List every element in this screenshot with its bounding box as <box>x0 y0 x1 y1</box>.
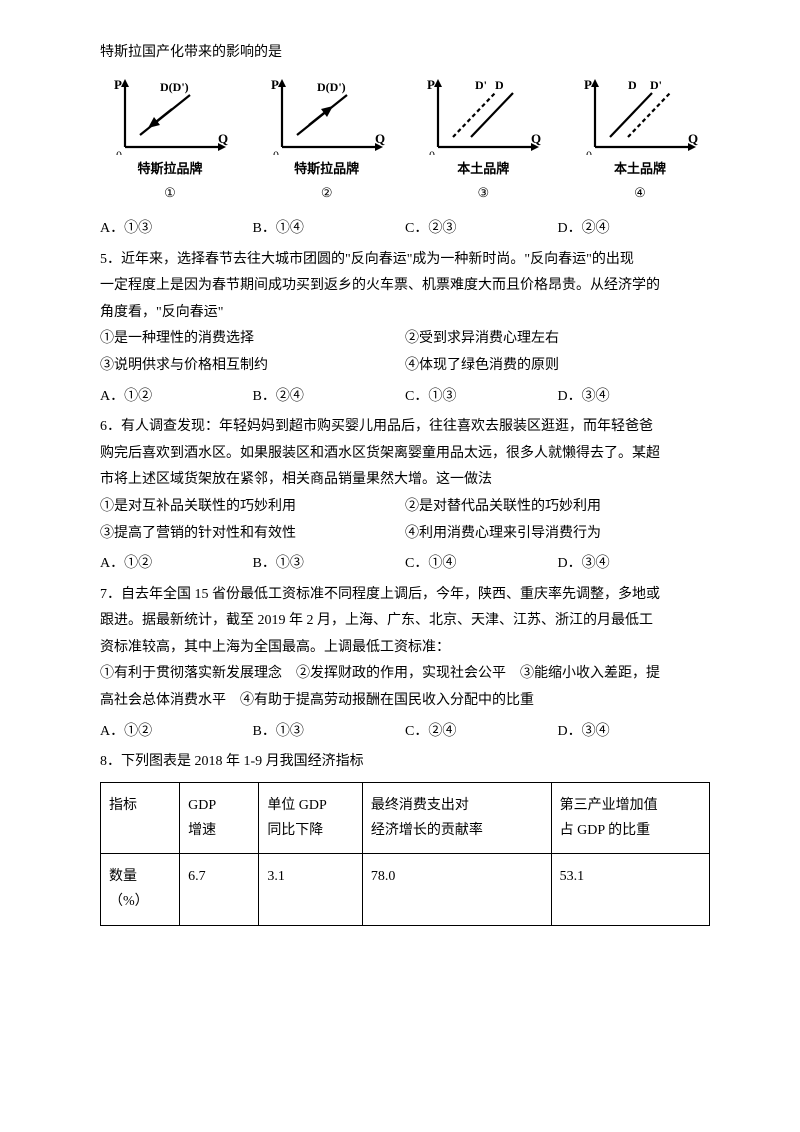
q4-opt-b: B．①④ <box>253 216 406 243</box>
svg-text:D: D <box>495 78 504 92</box>
q6-sub-3: ③提高了营销的针对性和有效性 <box>100 521 405 548</box>
q6-opt-c: C．①④ <box>405 551 558 578</box>
chart-4-svg: P 0 Q D D' <box>580 77 700 155</box>
q6-sub-4: ④利用消费心理来引导消费行为 <box>405 521 710 548</box>
chart-1-svg: P 0 Q D(D') <box>110 77 230 155</box>
q7-options: A．①② B．①③ C．②④ D．③④ <box>100 719 710 746</box>
q6-stem-3: 市将上述区域货架放在紧邻，相关商品销量果然大增。这一做法 <box>100 467 710 494</box>
q5-sub-4: ④体现了绿色消费的原则 <box>405 353 710 380</box>
q4-opt-c: C．②③ <box>405 216 558 243</box>
q6-opt-d: D．③④ <box>558 551 711 578</box>
chart-1: P 0 Q D(D') 特斯拉品牌 ① <box>100 77 240 206</box>
svg-text:Q: Q <box>375 131 385 146</box>
q7-opt-b: B．①③ <box>253 719 406 746</box>
q7-opt-c: C．②④ <box>405 719 558 746</box>
q6-sub-2: ②是对替代品关联性的巧妙利用 <box>405 494 710 521</box>
svg-text:Q: Q <box>531 131 541 146</box>
chart-2-svg: P 0 Q D(D') <box>267 77 387 155</box>
q5-sub-3: ③说明供求与价格相互制约 <box>100 353 405 380</box>
q7-stem-2: 跟进。据最新统计，截至 2019 年 2 月，上海、广东、北京、天津、江苏、浙江… <box>100 608 710 635</box>
chart-3-svg: P 0 Q D' D <box>423 77 543 155</box>
q7-choices-2: 高社会总体消费水平 ④有助于提高劳动报酬在国民收入分配中的比重 <box>100 688 710 715</box>
cell-h3: 单位 GDP同比下降 <box>259 782 363 853</box>
q6-stem-1: 6．有人调查发现：年轻妈妈到超市购买婴儿用品后，往往喜欢去服装区逛逛，而年轻爸爸 <box>100 414 710 441</box>
svg-text:D': D' <box>475 78 487 92</box>
chart-2: P 0 Q D(D') 特斯拉品牌 ② <box>257 77 397 206</box>
cell-h2: GDP增速 <box>180 782 259 853</box>
q5-opt-b: B．②④ <box>253 384 406 411</box>
svg-text:Q: Q <box>688 131 698 146</box>
q6-pair-2: ③提高了营销的针对性和有效性 ④利用消费心理来引导消费行为 <box>100 521 710 548</box>
q5-stem-2: 一定程度上是因为春节期间成功买到返乡的火车票、机票难度大而且价格昂贵。从经济学的 <box>100 273 710 300</box>
q6-stem-2: 购完后喜欢到酒水区。如果服装区和酒水区货架离婴童用品太远，很多人就懒得去了。某超 <box>100 441 710 468</box>
svg-text:D': D' <box>650 78 662 92</box>
svg-text:Q: Q <box>218 131 228 146</box>
q5-pair-1: ①是一种理性的消费选择 ②受到求异消费心理左右 <box>100 326 710 353</box>
svg-text:P: P <box>271 77 279 92</box>
q5-pair-2: ③说明供求与价格相互制约 ④体现了绿色消费的原则 <box>100 353 710 380</box>
q4-opt-d: D．②④ <box>558 216 711 243</box>
svg-text:P: P <box>114 77 122 92</box>
q4-opt-a: A．①③ <box>100 216 253 243</box>
svg-text:P: P <box>584 77 592 92</box>
q6-sub-1: ①是对互补品关联性的巧妙利用 <box>100 494 405 521</box>
svg-text:0: 0 <box>273 148 279 155</box>
q7-choices-1: ①有利于贯彻落实新发展理念 ②发挥财政的作用，实现社会公平 ③能缩小收入差距，提 <box>100 661 710 688</box>
cell-h1: 指标 <box>101 782 180 853</box>
cell-r3: 3.1 <box>259 854 363 925</box>
page: 特斯拉国产化带来的影响的是 P 0 Q D(D') 特斯拉品牌 ① <box>0 0 800 1132</box>
q5-opt-a: A．①② <box>100 384 253 411</box>
table-row: 数量（%） 6.7 3.1 78.0 53.1 <box>101 854 710 925</box>
chart-2-label: 特斯拉品牌 <box>257 157 397 182</box>
q5-opt-c: C．①③ <box>405 384 558 411</box>
q5-sub-2: ②受到求异消费心理左右 <box>405 326 710 353</box>
cell-r4: 78.0 <box>362 854 551 925</box>
q5-stem-3: 角度看，"反向春运" <box>100 300 710 327</box>
intro-line: 特斯拉国产化带来的影响的是 <box>100 40 710 67</box>
svg-text:D(D'): D(D') <box>160 80 189 94</box>
q6-opt-a: A．①② <box>100 551 253 578</box>
chart-3-label: 本土品牌 <box>413 157 553 182</box>
chart-3-num: ③ <box>413 181 553 206</box>
cell-r2: 6.7 <box>180 854 259 925</box>
q7-stem-1: 7．自去年全国 15 省份最低工资标准不同程度上调后，今年，陕西、重庆率先调整，… <box>100 582 710 609</box>
svg-text:0: 0 <box>429 148 435 155</box>
svg-text:0: 0 <box>586 148 592 155</box>
q8-stem: 8．下列图表是 2018 年 1-9 月我国经济指标 <box>100 749 710 776</box>
q7-stem-3: 资标准较高，其中上海为全国最高。上调最低工资标准： <box>100 635 710 662</box>
chart-4-num: ④ <box>570 181 710 206</box>
cell-h4: 最终消费支出对经济增长的贡献率 <box>362 782 551 853</box>
q7-opt-d: D．③④ <box>558 719 711 746</box>
chart-1-label: 特斯拉品牌 <box>100 157 240 182</box>
cell-h5: 第三产业增加值占 GDP 的比重 <box>551 782 709 853</box>
svg-text:D: D <box>628 78 637 92</box>
q7-opt-a: A．①② <box>100 719 253 746</box>
chart-4: P 0 Q D D' 本土品牌 ④ <box>570 77 710 206</box>
cell-r5: 53.1 <box>551 854 709 925</box>
q6-pair-1: ①是对互补品关联性的巧妙利用 ②是对替代品关联性的巧妙利用 <box>100 494 710 521</box>
q6-opt-b: B．①③ <box>253 551 406 578</box>
svg-text:P: P <box>427 77 435 92</box>
table-row: 指标 GDP增速 单位 GDP同比下降 最终消费支出对经济增长的贡献率 第三产业… <box>101 782 710 853</box>
chart-4-label: 本土品牌 <box>570 157 710 182</box>
chart-2-num: ② <box>257 181 397 206</box>
chart-3: P 0 Q D' D 本土品牌 ③ <box>413 77 553 206</box>
q5-opt-d: D．③④ <box>558 384 711 411</box>
cell-r1: 数量（%） <box>101 854 180 925</box>
chart-1-num: ① <box>100 181 240 206</box>
svg-text:0: 0 <box>116 148 122 155</box>
q5-options: A．①② B．②④ C．①③ D．③④ <box>100 384 710 411</box>
q6-options: A．①② B．①③ C．①④ D．③④ <box>100 551 710 578</box>
q5-sub-1: ①是一种理性的消费选择 <box>100 326 405 353</box>
chart-row: P 0 Q D(D') 特斯拉品牌 ① P 0 Q <box>100 77 710 206</box>
q8-table: 指标 GDP增速 单位 GDP同比下降 最终消费支出对经济增长的贡献率 第三产业… <box>100 782 710 926</box>
svg-text:D(D'): D(D') <box>317 80 346 94</box>
q4-options: A．①③ B．①④ C．②③ D．②④ <box>100 216 710 243</box>
q5-stem-1: 5．近年来，选择春节去往大城市团圆的"反向春运"成为一种新时尚。"反向春运"的出… <box>100 247 710 274</box>
